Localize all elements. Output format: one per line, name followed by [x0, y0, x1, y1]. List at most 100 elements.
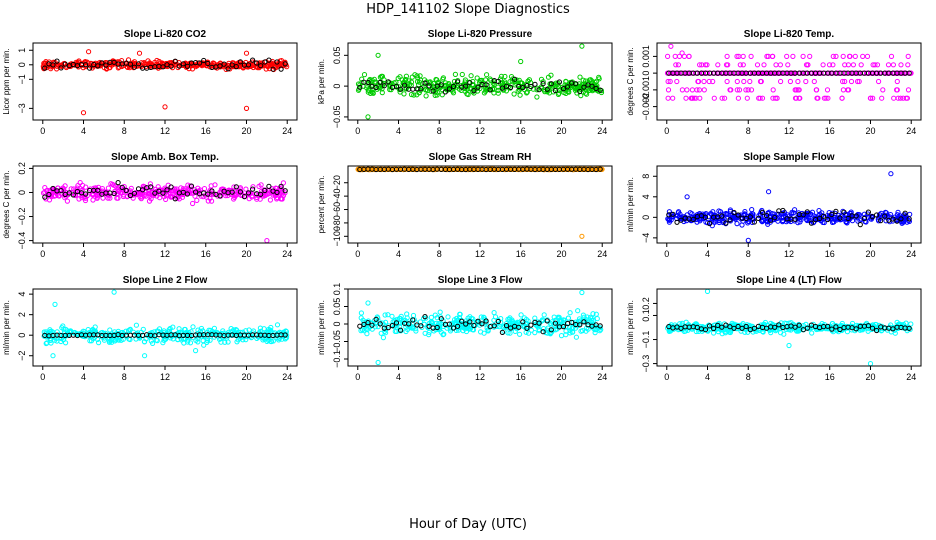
- data-point: [248, 190, 254, 196]
- data-point: [179, 194, 186, 200]
- hourly-point: [95, 63, 101, 69]
- data-point: [693, 95, 699, 101]
- data-point: [784, 53, 790, 60]
- x-axis-label: Hour of Day (UTC): [409, 517, 527, 532]
- data-point: [715, 62, 721, 68]
- data-point: [584, 91, 590, 97]
- hourly-point: [743, 323, 749, 330]
- x-tick-label: 24: [597, 249, 607, 259]
- data-point: [396, 315, 403, 322]
- hourly-point: [747, 214, 753, 220]
- data-point: [478, 329, 484, 335]
- x-tick-label: 12: [784, 372, 794, 382]
- data-point: [908, 321, 914, 327]
- outlier-point: [80, 110, 87, 116]
- hourly-point: [702, 214, 709, 220]
- hourly-point: [103, 62, 109, 68]
- data-point: [382, 328, 388, 334]
- data-point: [826, 62, 833, 68]
- data-point: [666, 217, 673, 223]
- hourly-point: [792, 324, 798, 330]
- data-point: [666, 209, 673, 215]
- data-point: [105, 185, 112, 191]
- data-point: [734, 221, 740, 227]
- x-tick-label: 8: [437, 249, 442, 259]
- data-point: [877, 212, 883, 218]
- data-point: [518, 312, 524, 318]
- hourly-point: [385, 79, 391, 85]
- x-tick-label: 20: [556, 372, 566, 382]
- data-point: [587, 314, 594, 320]
- data-point: [267, 327, 273, 333]
- data-point: [840, 78, 846, 85]
- data-point: [820, 219, 826, 225]
- x-tick-label: 20: [865, 249, 875, 259]
- x-tick-label: 12: [160, 372, 170, 382]
- data-point: [102, 330, 109, 336]
- data-point: [895, 95, 901, 101]
- data-point: [528, 327, 535, 333]
- data-point: [44, 187, 50, 193]
- y-tick-label: −0.1: [332, 350, 342, 368]
- data-point: [748, 53, 754, 60]
- y-tick-label: −0.002: [641, 93, 651, 121]
- hourly-point: [422, 314, 428, 320]
- hourly-point: [176, 63, 182, 69]
- data-point: [403, 73, 409, 79]
- panel-frame-6: [656, 165, 922, 244]
- data-point: [432, 92, 438, 99]
- hourly-point: [184, 191, 190, 197]
- data-point: [250, 184, 256, 190]
- data-point: [855, 78, 861, 85]
- data-point: [749, 207, 755, 213]
- data-point: [426, 320, 432, 326]
- data-point: [74, 185, 80, 191]
- hourly-point: [115, 180, 121, 186]
- hourly-point: [99, 60, 105, 66]
- x-tick-label: 16: [516, 249, 526, 259]
- data-point: [524, 89, 530, 95]
- data-point: [854, 322, 860, 328]
- data-point: [274, 322, 281, 328]
- data-point: [225, 329, 232, 335]
- hourly-point: [540, 81, 546, 87]
- hourly-point: [282, 188, 288, 194]
- data-point: [734, 78, 740, 85]
- data-point: [748, 87, 755, 93]
- hourly-point: [278, 66, 284, 72]
- hourly-point: [377, 321, 383, 327]
- data-point: [133, 322, 139, 328]
- data-point: [854, 325, 861, 331]
- data-point: [722, 329, 728, 335]
- data-point: [138, 329, 144, 335]
- x-tick-label: 0: [355, 126, 360, 136]
- data-point: [872, 62, 878, 68]
- hourly-point: [544, 86, 550, 92]
- hourly-point: [727, 217, 733, 223]
- data-point: [701, 78, 707, 85]
- hourly-point: [209, 188, 215, 194]
- x-tick-label: 24: [597, 126, 607, 136]
- data-point: [386, 80, 392, 86]
- data-point: [269, 61, 275, 68]
- data-point: [809, 209, 816, 215]
- outlier-point: [243, 50, 250, 56]
- data-point: [67, 329, 73, 335]
- data-point: [501, 166, 507, 172]
- data-point: [534, 94, 540, 100]
- data-point: [884, 70, 890, 76]
- data-point: [403, 166, 410, 172]
- data-point: [825, 95, 831, 101]
- hourly-point: [589, 83, 595, 89]
- outlier-point: [867, 361, 874, 367]
- hourly-point: [764, 213, 770, 219]
- panel-ylabel-3: degrees C per min.: [626, 47, 635, 115]
- outlier-point: [375, 359, 381, 366]
- data-point: [721, 70, 727, 76]
- data-point: [557, 317, 563, 323]
- data-point: [525, 78, 531, 84]
- data-point: [724, 78, 730, 85]
- data-point: [128, 185, 134, 191]
- hourly-point: [127, 192, 133, 199]
- data-point: [86, 329, 92, 336]
